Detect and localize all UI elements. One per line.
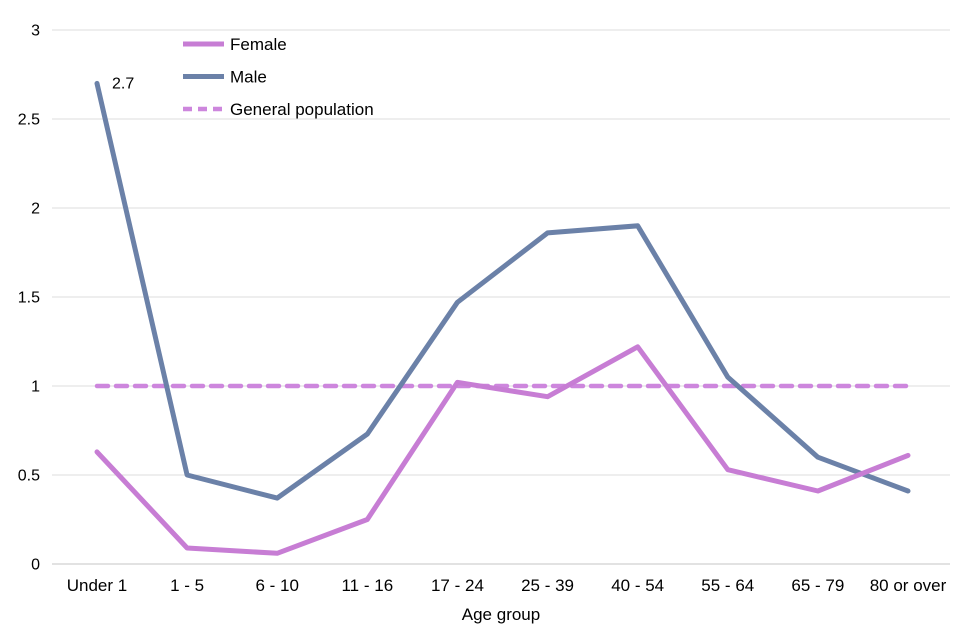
x-axis-tick-labels: Under 1 1 - 5 6 - 10 11 - 16 17 - 24 25 - 39 4… <box>67 576 947 595</box>
x-tick-label: 6 - 10 <box>255 576 298 595</box>
y-axis-tick-labels: 0 0.5 1 1.5 2 2.5 3 <box>18 23 40 574</box>
x-axis-title: Age group <box>462 605 540 624</box>
series-line-male <box>94 80 911 501</box>
legend-label-male: Male <box>230 68 267 87</box>
legend-item-general-population: General population <box>183 100 374 119</box>
y-tick-label: 1.5 <box>18 290 40 307</box>
x-tick-label: 40 - 54 <box>611 576 664 595</box>
x-tick-label: 1 - 5 <box>170 576 204 595</box>
x-tick-label: 17 - 24 <box>431 576 484 595</box>
legend: Female Male General population <box>183 35 374 119</box>
legend-item-male: Male <box>183 68 267 87</box>
x-tick-label: 65 - 79 <box>791 576 844 595</box>
legend-label-female: Female <box>230 35 287 54</box>
x-tick-label: 25 - 39 <box>521 576 574 595</box>
x-tick-label: 80 or over <box>870 576 947 595</box>
x-tick-label: 55 - 64 <box>701 576 754 595</box>
legend-label-general-population: General population <box>230 100 374 119</box>
x-tick-label: 11 - 16 <box>341 576 393 595</box>
y-tick-label: 1 <box>31 379 40 396</box>
y-tick-label: 3 <box>31 23 40 40</box>
data-label-male-under-1: 2.7 <box>112 75 134 92</box>
y-tick-label: 0 <box>31 557 40 574</box>
legend-item-female: Female <box>183 35 287 54</box>
series-line-female <box>94 344 911 556</box>
x-tick-label: Under 1 <box>67 576 127 595</box>
y-tick-label: 0.5 <box>18 468 40 485</box>
y-tick-label: 2.5 <box>18 112 40 129</box>
y-tick-label: 2 <box>31 201 40 218</box>
